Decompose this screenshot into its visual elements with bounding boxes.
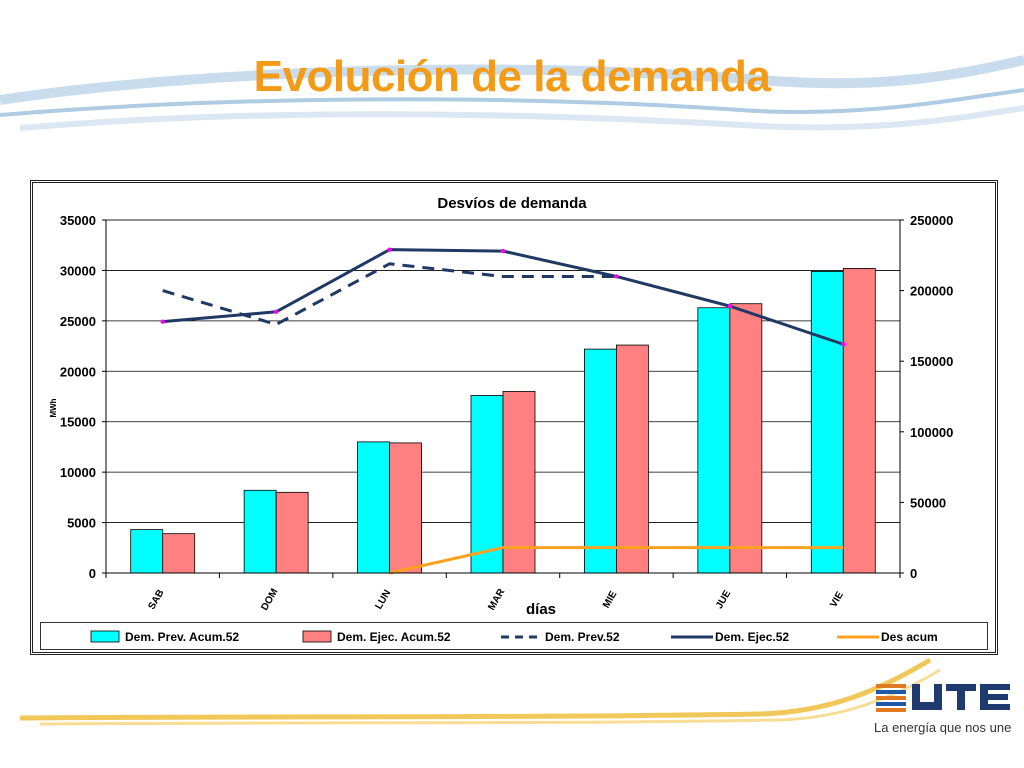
y2-tick-label: 150000 xyxy=(910,354,953,369)
bar xyxy=(810,271,844,574)
x-tick-label: VIE xyxy=(828,590,846,610)
legend-label: Des acum xyxy=(881,630,938,644)
line-dem-prev-52 xyxy=(162,262,617,326)
bar xyxy=(470,395,504,574)
legend-label: Dem. Ejec. Acum.52 xyxy=(337,630,451,644)
legend-label: Dem. Ejec.52 xyxy=(715,630,789,644)
legend-label: Dem. Prev. Acum.52 xyxy=(125,630,239,644)
chart-legend: Dem. Prev. Acum.52 Dem. Ejec. Acum.52 Dem.… xyxy=(40,622,988,650)
line-point xyxy=(727,303,733,309)
x-tick-label: SAB xyxy=(147,588,167,612)
y-tick-label: 30000 xyxy=(60,263,96,278)
y2-tick-label: 200000 xyxy=(910,284,953,299)
bar xyxy=(584,348,617,574)
y2-tick-label: 100000 xyxy=(910,425,953,440)
legend-swatch xyxy=(302,630,332,643)
y-tick-label: 15000 xyxy=(60,415,96,430)
line-des-acum xyxy=(389,546,844,575)
line-point xyxy=(273,309,279,314)
logo-letters xyxy=(912,684,1010,710)
x-tick-label: DOM xyxy=(259,587,280,613)
y-tick-label: 35000 xyxy=(60,213,96,228)
brand-tagline: La energía que nos une xyxy=(874,720,1012,735)
y-axis-label: MWh xyxy=(49,398,58,417)
line-point xyxy=(160,319,165,324)
top-swoosh-3 xyxy=(19,105,1024,131)
y2-tick-label: 250000 xyxy=(910,213,953,228)
slide-title: Evolución de la demanda xyxy=(253,52,771,101)
logo-stripes xyxy=(876,684,906,712)
top-swoosh-1 xyxy=(0,55,1024,105)
x-axis: SAB DOM LUN MAR MIE JUE VIE xyxy=(105,572,901,613)
bar xyxy=(389,442,422,574)
bar xyxy=(616,344,649,574)
line-point xyxy=(841,342,846,347)
x-axis-label: días xyxy=(526,601,556,618)
line-series xyxy=(160,247,846,575)
line-point xyxy=(387,247,392,252)
bar xyxy=(502,391,536,574)
bar-series xyxy=(130,268,876,574)
legend-swatch xyxy=(90,630,120,643)
line-point xyxy=(500,248,506,254)
bar xyxy=(697,307,731,574)
x-tick-label: LUN xyxy=(374,588,394,611)
y2-tick-label: 0 xyxy=(910,566,917,581)
bar xyxy=(162,533,196,574)
y-tick-label: 20000 xyxy=(60,364,96,379)
x-tick-label: MAR xyxy=(486,586,507,612)
bottom-swoosh-orange xyxy=(19,657,932,721)
brand-block: La energía que nos une xyxy=(874,680,1014,740)
bar xyxy=(243,489,277,574)
bar xyxy=(729,303,763,574)
y-axis-left: 0 5000 10000 15000 20000 25000 30000 35000 xyxy=(60,213,107,581)
legend-items: Dem. Prev. Acum.52 Dem. Ejec. Acum.52 Dem.… xyxy=(90,630,938,644)
y-tick-label: 5000 xyxy=(67,516,96,531)
legend-label: Dem. Prev.52 xyxy=(545,630,620,644)
y-tick-label: 25000 xyxy=(60,314,96,329)
bar xyxy=(357,441,390,574)
line-point xyxy=(614,274,619,279)
y-tick-label: 0 xyxy=(89,566,96,581)
y-tick-label: 10000 xyxy=(60,465,96,480)
y2-tick-label: 50000 xyxy=(910,495,946,510)
x-tick-label: JUE xyxy=(714,588,733,611)
y-axis-right: 0 50000 100000 150000 200000 250000 xyxy=(899,213,953,581)
top-swoosh-2 xyxy=(0,88,1024,117)
chart-title: Desvíos de demanda xyxy=(437,195,587,212)
x-tick-label: MIE xyxy=(601,589,620,610)
bar xyxy=(130,529,164,574)
bar xyxy=(842,268,876,574)
bar xyxy=(275,491,309,574)
ute-logo xyxy=(876,684,1010,712)
bottom-swoosh-orange-2 xyxy=(39,668,941,726)
